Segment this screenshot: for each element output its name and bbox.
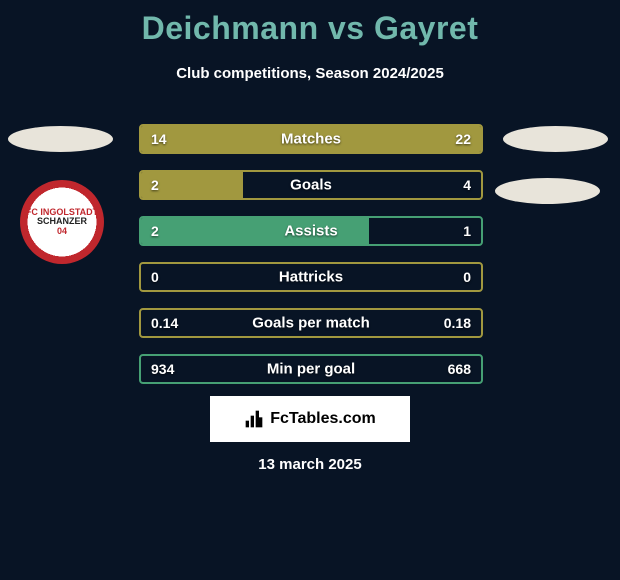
stat-value-left: 0.14 [151, 315, 178, 331]
player-photo-placeholder-right [503, 126, 608, 152]
stat-label: Goals per match [252, 315, 370, 332]
subtitle: Club competitions, Season 2024/2025 [0, 65, 620, 82]
stat-value-right: 0 [463, 269, 471, 285]
stat-row: 0.14 Goals per match 0.18 [139, 308, 483, 338]
stats-container: 14Matches222Goals42Assists10Hattricks00.… [139, 124, 483, 400]
player-photo-placeholder-left [8, 126, 113, 152]
stat-row: 934 Min per goal 668 [139, 354, 483, 384]
page-title: Deichmann vs Gayret [0, 0, 620, 47]
stat-label: Goals [290, 177, 332, 194]
stat-row: 0 Hattricks 0 [139, 262, 483, 292]
bars-icon [244, 409, 264, 429]
date-label: 13 march 2025 [258, 456, 361, 473]
stat-value-right: 668 [448, 361, 471, 377]
stat-value-right: 0.18 [444, 315, 471, 331]
club-badge-left: FC INGOLSTADT SCHANZER 04 [20, 180, 104, 264]
brand-name: FcTables.com [270, 410, 376, 428]
stat-value-right: 22 [455, 131, 471, 147]
stat-row: 2 Assists 1 [139, 216, 483, 246]
badge-line: 04 [26, 227, 98, 236]
stat-value-left: 2 [151, 177, 159, 193]
club-badge-text: FC INGOLSTADT SCHANZER 04 [26, 208, 98, 236]
stat-value-right: 1 [463, 223, 471, 239]
stat-row: 2 Goals 4 [139, 170, 483, 200]
brand-footer: FcTables.com [210, 396, 410, 442]
comparison-infographic: Deichmann vs Gayret Club competitions, S… [0, 0, 620, 580]
stat-value-left: 2 [151, 223, 159, 239]
stat-value-left: 0 [151, 269, 159, 285]
stat-label: Min per goal [267, 361, 355, 378]
club-badge-placeholder-right [495, 178, 600, 204]
stat-label: Matches [281, 131, 341, 148]
stat-value-right: 4 [463, 177, 471, 193]
stat-label: Hattricks [279, 269, 343, 286]
stat-value-left: 934 [151, 361, 174, 377]
stat-label: Assists [284, 223, 337, 240]
stat-row: 14 Matches 22 [139, 124, 483, 154]
stat-value-left: 14 [151, 131, 167, 147]
